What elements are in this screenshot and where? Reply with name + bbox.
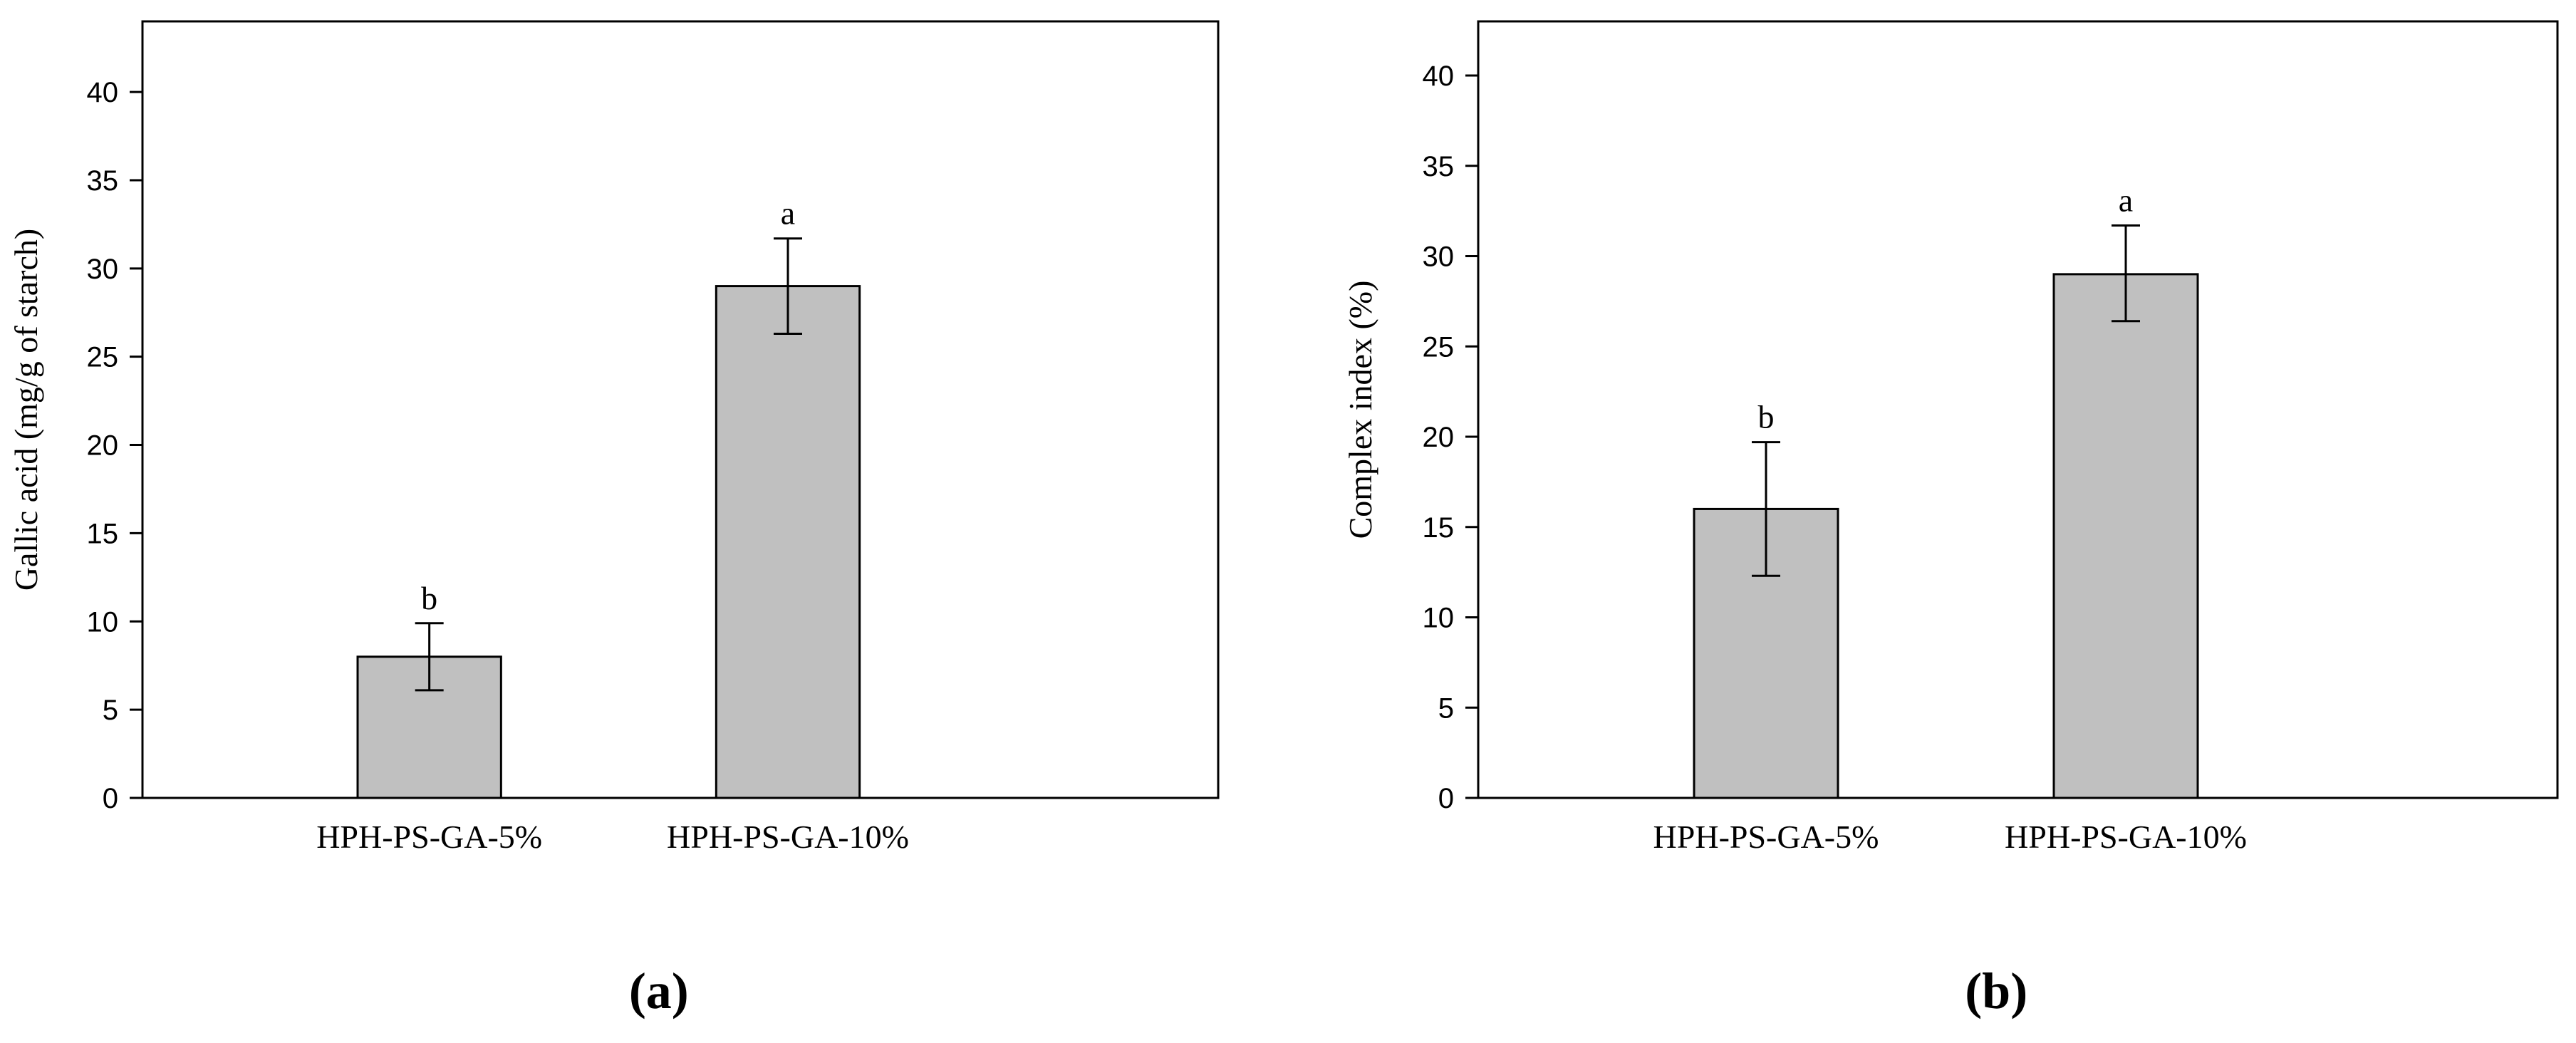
y-tick-label: 25 <box>1423 331 1455 363</box>
x-tick-label: HPH-PS-GA-5% <box>1653 819 1879 855</box>
y-tick-label: 30 <box>87 254 119 285</box>
y-tick-label: 10 <box>1423 603 1455 634</box>
plot-frame <box>1477 20 2559 799</box>
significance-letter: a <box>2119 182 2133 218</box>
chart-panel-a: b HPH-PS-GA-5% a HPH-PS-GA-10% 0 5 10 15 20 25 30 3… <box>8 20 1220 1019</box>
y-tick-label: 0 <box>103 783 118 814</box>
panel-label: (b) <box>1965 962 2027 1019</box>
y-tick-label: 0 <box>1438 783 1454 814</box>
chart-panel-b: b HPH-PS-GA-5% a HPH-PS-GA-10% 0 5 10 15 20 25 30 3… <box>1342 20 2559 1019</box>
bar <box>715 285 861 799</box>
significance-letter: a <box>781 195 795 232</box>
panel-label: (a) <box>629 962 689 1019</box>
y-tick-label: 20 <box>1423 422 1455 453</box>
significance-letter: b <box>1758 399 1775 435</box>
y-axis-title: Complex index (%) <box>1342 281 1378 539</box>
y-tick-label: 15 <box>87 518 119 549</box>
y-tick-label: 40 <box>87 77 119 108</box>
y-tick-label: 25 <box>87 342 119 373</box>
y-tick-label: 15 <box>1423 512 1455 544</box>
y-tick-label: 35 <box>87 165 119 197</box>
y-tick-label: 10 <box>87 606 119 638</box>
bar <box>2052 273 2199 799</box>
plot-frame <box>141 20 1220 799</box>
x-tick-label: HPH-PS-GA-10% <box>2005 819 2247 855</box>
y-tick-label: 35 <box>1423 151 1455 182</box>
y-tick-label: 5 <box>103 695 118 726</box>
x-tick-label: HPH-PS-GA-10% <box>667 819 909 855</box>
x-tick-label: HPH-PS-GA-5% <box>316 819 542 855</box>
y-tick-label: 40 <box>1423 61 1455 92</box>
y-axis-title: Gallic acid (mg/g of starch) <box>8 229 44 591</box>
y-tick-label: 30 <box>1423 242 1455 273</box>
y-tick-label: 5 <box>1438 692 1454 724</box>
significance-letter: b <box>421 580 437 616</box>
y-tick-label: 20 <box>87 430 119 462</box>
